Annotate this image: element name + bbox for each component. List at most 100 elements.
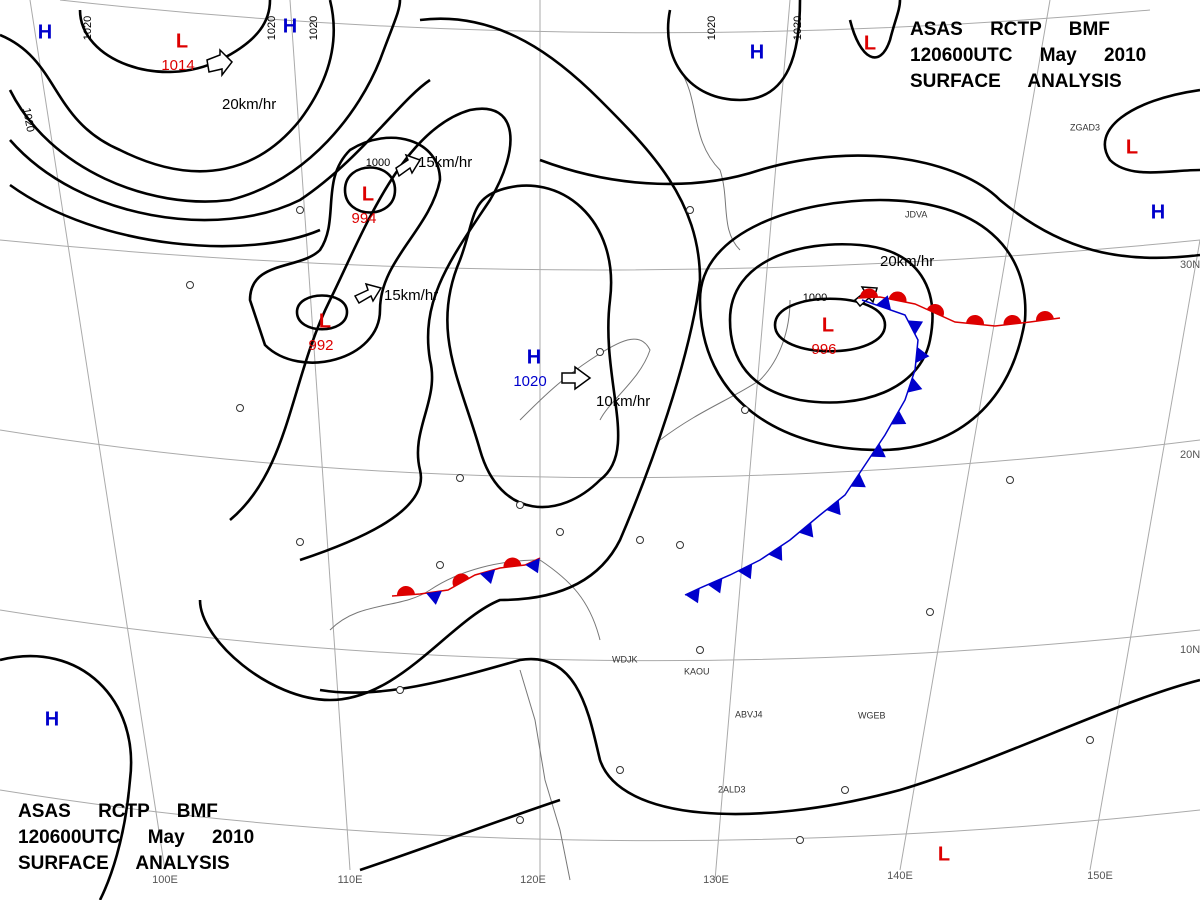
cold-front-symbol xyxy=(907,377,923,393)
isobar xyxy=(1103,88,1200,174)
longitude-line xyxy=(1089,239,1200,871)
center-letter: H xyxy=(750,41,764,63)
cold-front-symbol xyxy=(479,569,496,585)
center-pressure: 994 xyxy=(351,210,376,227)
warm-front-symbol xyxy=(452,573,470,587)
cold-front-symbol xyxy=(891,410,907,425)
cold-front-symbol-shape xyxy=(915,347,930,363)
station-id: WDJK xyxy=(612,654,638,664)
cold-front-symbol xyxy=(907,320,924,335)
station-symbol xyxy=(456,474,464,482)
longitude-label: 110E xyxy=(338,874,363,886)
isobar-label: 1000 xyxy=(366,157,390,169)
longitude-label: 130E xyxy=(703,874,729,886)
cold-front-symbol-shape xyxy=(870,443,886,458)
cold-front-symbol-shape xyxy=(891,410,907,425)
warm-front-symbol xyxy=(888,291,907,303)
station-symbol xyxy=(296,538,304,546)
station-symbol xyxy=(686,206,694,214)
isobar xyxy=(0,0,336,173)
station-symbol xyxy=(516,501,524,509)
station-id: KAOU xyxy=(684,666,710,676)
isobar xyxy=(343,166,397,214)
cold-front-symbol xyxy=(870,443,886,458)
isobar-label: 1020 xyxy=(20,107,36,133)
center-pressure: 1014 xyxy=(161,57,194,74)
latitude-line xyxy=(0,609,1200,662)
station-symbol xyxy=(436,561,444,569)
cold-front-symbol-shape xyxy=(826,500,841,516)
center-letter: L xyxy=(362,183,374,205)
warm-front-symbol xyxy=(503,557,522,568)
cold-front-symbol-shape xyxy=(907,320,924,335)
station-symbol xyxy=(556,528,564,536)
station-id: ABVJ4 xyxy=(735,709,763,719)
coastline xyxy=(519,669,571,881)
station-symbol xyxy=(696,646,704,654)
isobar xyxy=(319,657,1200,816)
longitude-line xyxy=(899,0,1051,871)
warm-front-symbol-shape xyxy=(888,291,907,303)
isobar xyxy=(198,17,702,702)
warm-front-symbol xyxy=(966,315,984,325)
isobar-label: 1020 xyxy=(266,16,278,40)
latitude-line xyxy=(0,789,1200,842)
stationary-front xyxy=(391,557,541,597)
isobar xyxy=(539,154,1200,260)
warm-front-symbol xyxy=(1003,315,1022,326)
cold-front-symbol xyxy=(737,563,753,580)
cold-front-symbol-shape xyxy=(479,569,496,585)
isobar xyxy=(359,798,561,872)
latitude-line xyxy=(0,429,1200,479)
latitude-label: 30N xyxy=(1180,259,1200,271)
center-letter: L xyxy=(1126,136,1138,158)
center-letter: H xyxy=(45,708,59,730)
center-letter: H xyxy=(283,15,297,37)
isobar xyxy=(295,294,349,331)
cold-front-symbol-shape xyxy=(737,563,753,580)
isobar xyxy=(9,78,431,222)
warm-front xyxy=(857,296,1061,327)
station-id: 2ALD3 xyxy=(718,784,746,794)
cold-front-symbol-shape xyxy=(707,578,723,594)
motion-arrow xyxy=(561,365,592,391)
station-symbol xyxy=(676,541,684,549)
station-symbol xyxy=(1006,476,1014,484)
station-symbol xyxy=(741,406,749,414)
cold-front-symbol xyxy=(915,347,930,363)
station-symbol xyxy=(616,766,624,774)
coastline xyxy=(519,338,651,421)
cold-front-symbol xyxy=(707,578,723,594)
isobar xyxy=(773,297,887,353)
longitude-label: 150E xyxy=(1087,870,1113,882)
isobar xyxy=(229,107,512,562)
isobar-label: 1020 xyxy=(792,16,804,40)
motion-arrow xyxy=(353,282,383,305)
center-letter: H xyxy=(38,21,52,43)
longitude-line xyxy=(289,0,351,871)
isobar-label: 1020 xyxy=(706,16,718,40)
title-line: 120600UTC May 2010 xyxy=(910,45,1146,66)
warm-front-symbol xyxy=(397,586,415,596)
warm-front-symbol-shape xyxy=(397,586,415,596)
motion-label: 10km/hr xyxy=(596,393,650,410)
cold-front-symbol-shape xyxy=(875,295,892,311)
isobar xyxy=(728,243,934,404)
isobar xyxy=(78,0,272,74)
warm-front-symbol-shape xyxy=(926,304,944,317)
station-symbol xyxy=(516,816,524,824)
station-symbol xyxy=(841,786,849,794)
warm-front-symbol xyxy=(926,304,944,317)
motion-arrow xyxy=(395,153,422,178)
longitude-label: 100E xyxy=(152,874,178,886)
cold-front-symbol xyxy=(426,590,442,605)
isobar xyxy=(848,0,902,59)
warm-front-symbol-shape xyxy=(1036,311,1054,322)
cold-front-symbol-shape xyxy=(768,545,783,561)
latitude-label: 10N xyxy=(1180,644,1200,656)
isobar-label: 1000 xyxy=(803,292,827,304)
isobar-label: 1020 xyxy=(82,16,94,40)
